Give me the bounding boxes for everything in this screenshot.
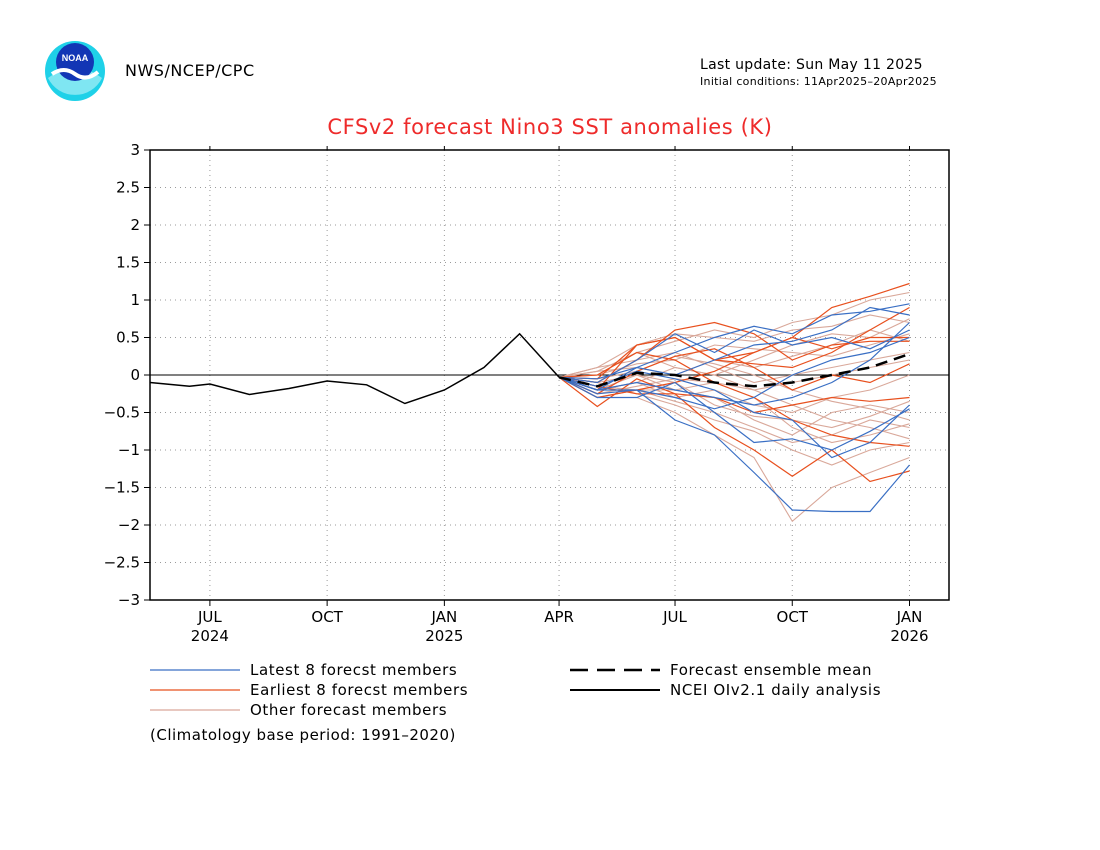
y-tick-label: −2.5 [104,554,140,572]
plot-frame [149,149,950,601]
earliest-member-line [559,351,910,447]
legend-mean-label: Forecast ensemble mean [670,661,873,679]
latest-member-line [559,306,910,380]
noaa-logo: NOAA [44,40,106,102]
x-tick-year-label: 2024 [191,627,229,645]
latest-member-line [559,329,910,384]
y-tick-label: −1 [118,441,140,459]
x-tick-label: OCT [311,608,343,626]
legend-analysis-label: NCEI OIv2.1 daily analysis [670,681,882,699]
x-tick-label: JUL [662,608,687,626]
x-tick-label: JAN [431,608,458,626]
x-tick-label: JAN [896,608,923,626]
earliest-member-line [558,376,910,483]
latest-member-line [558,376,910,451]
other-member-line [559,376,910,466]
other-member-line [558,314,910,378]
other-member-line [559,355,910,421]
last-update-label: Last update: Sun May 11 2025 [700,57,923,73]
agency-label: NWS/NCEP/CPC [125,61,255,80]
chart-title: CFSv2 forecast Nino3 SST anomalies (K) [327,115,773,139]
y-tick-label: 2 [130,216,140,234]
y-tick-label: −2 [118,516,140,534]
y-tick-label: 0.5 [116,329,140,347]
noaa-logo-text: NOAA [62,53,89,63]
earliest-member-line [559,306,910,380]
x-tick-label: APR [544,608,574,626]
x-tick-label: JUL [197,608,222,626]
x-tick-year-label: 2026 [890,627,928,645]
y-tick-label: 1.5 [116,254,140,272]
analysis-line [149,332,560,405]
y-tick-label: −0.5 [104,404,140,422]
earliest-member-line [558,282,910,391]
latest-member-line [558,336,910,410]
x-tick-year-label: 2025 [425,627,463,645]
y-tick-label: −3 [118,591,140,609]
climatology-note: (Climatology base period: 1991–2020) [150,726,456,744]
other-member-line [559,329,910,378]
y-tick-label: 2.5 [116,179,140,197]
latest-member-line [558,376,910,513]
y-tick-label: 1 [130,291,140,309]
earliest-member-line [558,348,910,395]
y-tick-label: 0 [130,366,140,384]
x-tick-label: OCT [777,608,809,626]
y-tick-label: −1.5 [104,479,140,497]
legend-other-label: Other forecast members [250,701,448,719]
legend-earliest-label: Earliest 8 forecst members [250,681,469,699]
legend-latest-label: Latest 8 forecst members [250,661,458,679]
ensemble-mean-line [558,352,910,388]
y-tick-label: 3 [130,141,140,159]
initial-conditions-label: Initial conditions: 11Apr2025–20Apr2025 [700,75,937,88]
other-member-line [558,376,910,523]
